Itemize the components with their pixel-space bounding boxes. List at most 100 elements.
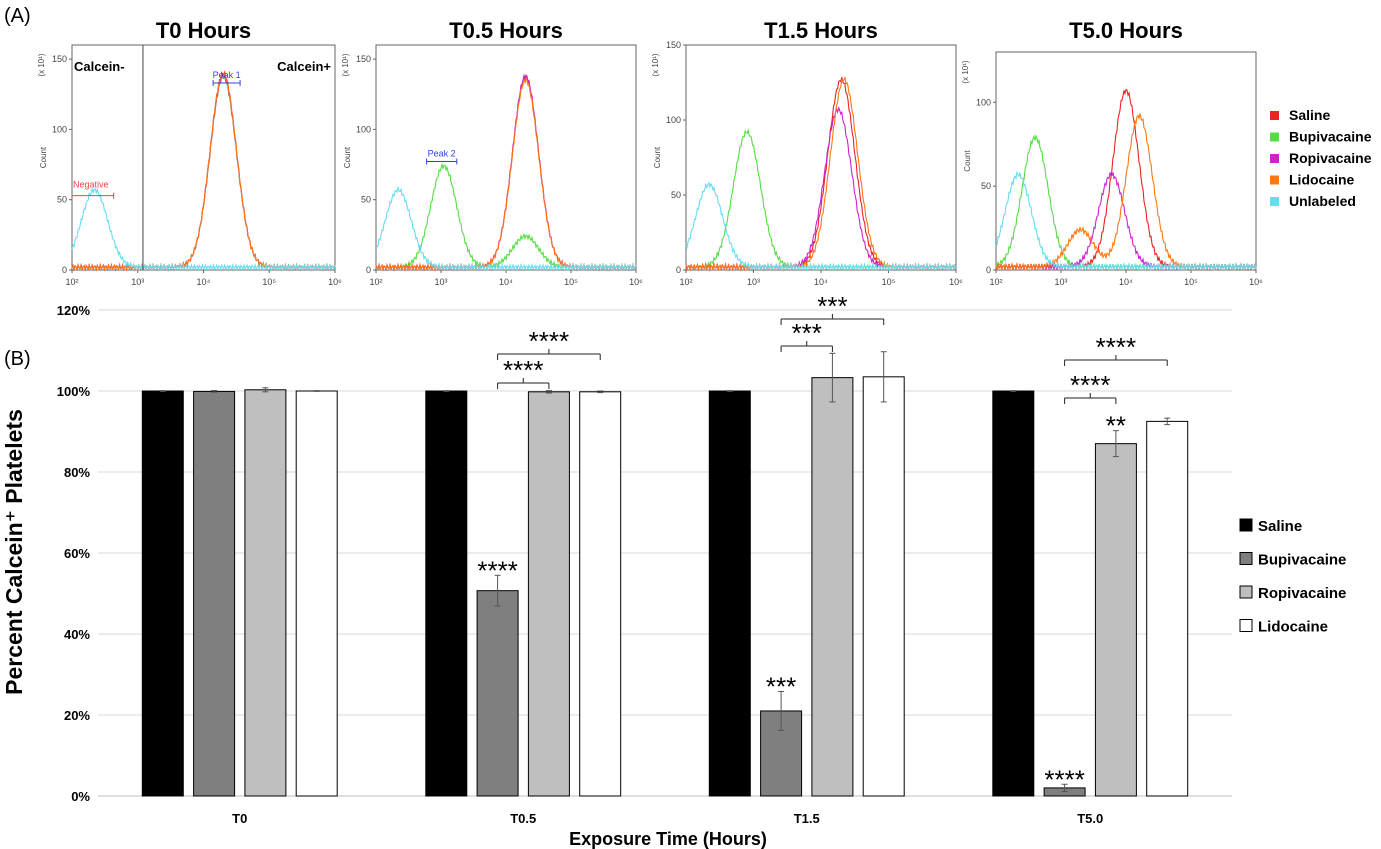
histogram-curve-ropivacaine <box>375 73 637 272</box>
x-tick-label: 10⁴ <box>197 277 211 287</box>
y-tick-label: 0 <box>676 265 681 275</box>
bar-bupivacaine-t0 <box>193 390 236 797</box>
y-tick-label: 0% <box>71 789 90 804</box>
y-tick-label: 150 <box>52 54 67 64</box>
bar-saline-t0 <box>141 390 184 797</box>
histogram-title: T5.0 Hours <box>1069 18 1183 43</box>
bar-ropivacaine-t1.5 <box>811 377 854 797</box>
legend-swatch-saline <box>1239 518 1253 532</box>
histogram-0: T0 Hours 10² 10³ 10⁴ 10⁵ 10⁶ 0 50 100 150 Count (x … <box>37 18 342 287</box>
x-tick-label: 10⁶ <box>328 277 342 287</box>
gate-label-peak1: Peak 1 <box>213 70 241 80</box>
bracket-stars: *** <box>817 291 847 321</box>
legend-swatch-ropivacaine <box>1270 154 1279 163</box>
legend-label-unlabeled: Unlabeled <box>1289 193 1356 209</box>
histogram-frame <box>995 51 1257 271</box>
y-tick-label: 0 <box>62 265 67 275</box>
histogram-curve-ropivacaine <box>71 72 336 272</box>
panel-b-bar-chart: (B) 0% 20% 40% 60% 80% 100% 120% Percent Calcein… <box>1 291 1346 849</box>
histogram-curve-bupivacaine <box>71 74 336 272</box>
y-tick-label: 100% <box>57 384 91 399</box>
y-tick-label: 150 <box>356 54 371 64</box>
legend-label-lidocaine: Lidocaine <box>1258 619 1328 636</box>
histogram-curve-ropivacaine <box>995 172 1257 272</box>
x-tick-label: 10³ <box>434 277 447 287</box>
bar-bupivacaine-t0.5 <box>476 590 519 797</box>
bracket-stars: **** <box>1096 332 1136 362</box>
significance-bracket: *** <box>780 291 885 325</box>
bracket-stars: **** <box>1070 370 1110 400</box>
significance-bracket: **** <box>1064 370 1117 404</box>
y-tick-label: 50 <box>981 181 991 191</box>
y-tick-label: 50 <box>57 195 67 205</box>
x-tick-label: 10⁶ <box>1249 277 1263 287</box>
x-tick-label: T5.0 <box>1077 811 1103 826</box>
bar-saline-t0.5 <box>425 390 468 797</box>
bar-lidocaine-t0.5 <box>579 391 622 797</box>
histogram-curve-lidocaine <box>375 77 637 272</box>
histogram-title: T0.5 Hours <box>449 18 563 43</box>
y-axis-label: Count <box>39 146 48 168</box>
gate-label-calcein-pos: Calcein+ <box>277 59 331 74</box>
x-tick-label: 10⁴ <box>1119 277 1133 287</box>
histogram-title: T0 Hours <box>156 18 251 43</box>
x-tick-label: 10⁵ <box>262 277 276 287</box>
bar-ropivacaine-t5.0 <box>1094 443 1137 797</box>
legend-swatch-bupivacaine <box>1239 552 1253 565</box>
x-tick-label: 10⁵ <box>882 277 896 287</box>
histogram-curve-lidocaine <box>995 113 1257 272</box>
bar-saline-t5.0 <box>992 390 1035 797</box>
histogram-curve-bupivacaine <box>375 162 637 272</box>
histogram-curve-unlabeled <box>685 181 957 272</box>
histogram-curve-saline <box>71 70 336 272</box>
x-tick-label: 10³ <box>131 277 144 287</box>
histogram-curve-unlabeled <box>71 186 336 272</box>
legend-swatch-bupivacaine <box>1270 132 1279 142</box>
bar-lidocaine-t0 <box>295 390 338 797</box>
histogram-title: T1.5 Hours <box>764 18 878 43</box>
histogram-curve-saline <box>375 74 637 272</box>
panel-b-legend: Saline Bupivacaine Ropivacaine Lidocaine <box>1239 518 1346 636</box>
x-axis-title: Exposure Time (Hours) <box>569 829 767 849</box>
gate-label-calcein-neg: Calcein- <box>74 59 125 74</box>
x-tick-label: 10³ <box>1054 277 1067 287</box>
legend-swatch-lidocaine <box>1270 175 1279 185</box>
significance-bracket: **** <box>497 355 550 389</box>
panel-a-label: (A) <box>4 5 31 27</box>
significance-stars: ** <box>1106 411 1126 441</box>
histogram-2: T1.5 Hours 10² 10³ 10⁴ 10⁵ 10⁶ 0 50 100 150 Count (… <box>651 18 963 287</box>
x-tick-label: T0 <box>232 811 247 826</box>
y-axis-label: Count <box>963 150 972 172</box>
significance-stars: **** <box>1044 764 1084 794</box>
histogram-curve-unlabeled <box>375 185 637 272</box>
y-tick-label: 120% <box>57 303 91 318</box>
legend-label-ropivacaine: Ropivacaine <box>1258 585 1346 602</box>
histogram-curve-lidocaine <box>71 71 336 272</box>
histogram-1: T0.5 Hours 10² 10³ 10⁴ 10⁵ 10⁶ 0 50 100 150 Count (… <box>341 18 643 287</box>
y-tick-label: 100 <box>666 115 681 125</box>
histogram-frame <box>71 44 336 271</box>
x-tick-label: 10⁶ <box>949 277 963 287</box>
legend-swatch-lidocaine <box>1239 619 1253 632</box>
bar-ropivacaine-t0 <box>244 389 287 797</box>
y-axis-title: Percent Calcein⁺ Platelets <box>1 409 27 695</box>
y-tick-label: 100 <box>976 97 991 107</box>
x-tick-label: 10² <box>989 277 1002 287</box>
legend-swatch-saline <box>1270 111 1279 120</box>
x-tick-label: 10⁴ <box>814 277 828 287</box>
y-exponent-label: (x 10¹) <box>37 53 46 76</box>
y-tick-label: 100 <box>356 124 371 134</box>
y-exponent-label: (x 10¹) <box>341 53 350 76</box>
bar-saline-t1.5 <box>708 390 751 797</box>
x-tick-label: 10⁶ <box>629 277 643 287</box>
y-axis-label: Count <box>653 146 662 168</box>
y-tick-label: 0 <box>986 265 991 275</box>
y-tick-label: 80% <box>64 465 90 480</box>
x-tick-label: T0.5 <box>510 811 536 826</box>
legend-label-ropivacaine: Ropivacaine <box>1289 150 1372 166</box>
y-tick-label: 20% <box>64 708 90 723</box>
x-tick-label: 10³ <box>747 277 760 287</box>
y-tick-label: 40% <box>64 627 90 642</box>
panel-a-flow-histograms: (A) T0 Hours 10² 10³ 10⁴ 10⁵ 10⁶ 0 50 100 150 Coun… <box>4 5 1372 287</box>
bar-lidocaine-t1.5 <box>862 376 905 797</box>
